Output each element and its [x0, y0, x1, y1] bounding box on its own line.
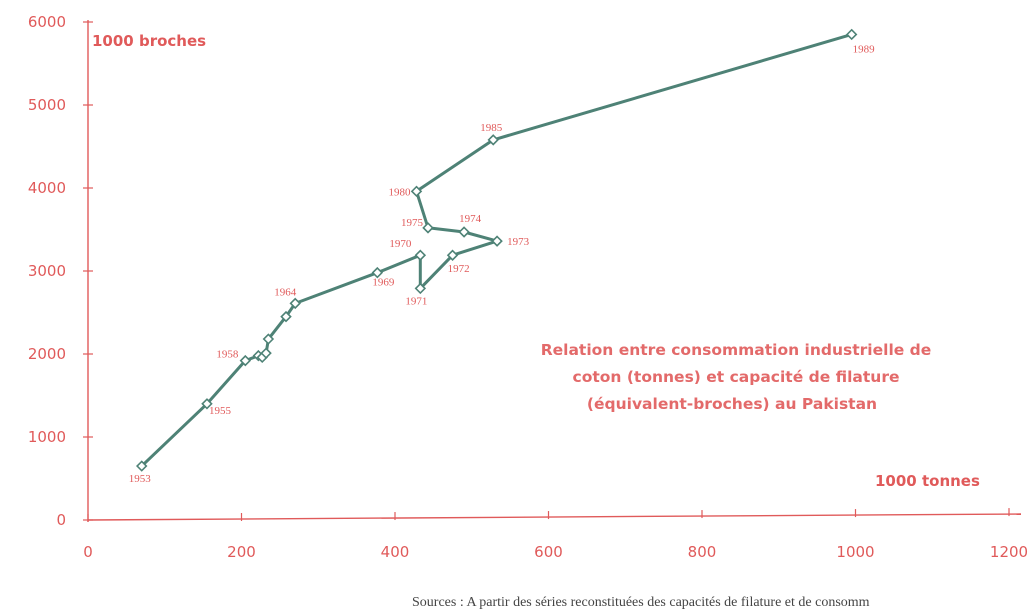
data-point: [487, 134, 499, 146]
y-tick-label: 5000: [28, 96, 66, 114]
chart-title-line-1: Relation entre consommation industrielle…: [541, 341, 932, 359]
data-label-1973: 1973: [507, 236, 530, 248]
y-tick-label: 3000: [28, 262, 66, 280]
ticks: 0 200 400 600 800 1000 1200 0 1000 2000 3000 4000 50…: [28, 13, 1028, 561]
x-tick-label: 200: [227, 543, 256, 561]
data-point: [280, 310, 292, 323]
data-label-1980: 1980: [388, 186, 411, 198]
x-tick-label: 800: [688, 543, 717, 561]
y-tick-label: 1000: [28, 428, 66, 446]
data-point: [135, 460, 148, 472]
chart-title-line-2: coton (tonnes) et capacité de filature: [573, 368, 900, 386]
chart-title-line-3: (équivalent-broches) au Pakistan: [587, 395, 877, 413]
data-label-1964: 1964: [274, 286, 297, 298]
series-cotton-spindles: 1953 1955 1958 1964 1969 1970 1971 1972 1973 1974…: [129, 28, 876, 485]
data-point: [262, 333, 275, 345]
data-point: [845, 28, 858, 41]
data-label-1985: 1985: [480, 122, 503, 134]
x-axis-title: 1000 tonnes: [875, 472, 980, 490]
x-axis-line: [87, 513, 1022, 521]
chart-title: Relation entre consommation industrielle…: [541, 341, 932, 413]
data-label-1974: 1974: [459, 213, 482, 225]
data-label-1971: 1971: [405, 295, 427, 307]
data-point: [201, 398, 213, 410]
data-label-1969: 1969: [372, 277, 395, 289]
data-label-1970: 1970: [389, 238, 412, 250]
data-point: [491, 235, 503, 247]
y-tick-label: 6000: [28, 13, 66, 31]
source-note: Sources : A partir des séries reconstitu…: [412, 595, 870, 610]
data-point: [414, 249, 427, 261]
y-axis-title: 1000 broches: [92, 32, 206, 50]
x-tick-label: 0: [83, 543, 93, 561]
y-tick-label: 0: [56, 511, 66, 529]
data-label-1955: 1955: [209, 405, 232, 417]
x-tick-label: 400: [381, 543, 410, 561]
data-label-1989: 1989: [853, 43, 876, 55]
data-point: [458, 226, 470, 238]
y-tick-label: 2000: [28, 345, 66, 363]
data-label-1958: 1958: [216, 349, 239, 361]
data-point: [410, 185, 423, 198]
data-point: [422, 222, 434, 234]
data-label-1953: 1953: [129, 473, 152, 485]
x-tick-label: 1200: [990, 543, 1028, 561]
data-label-1972: 1972: [448, 263, 470, 275]
data-point: [239, 354, 252, 367]
data-point: [289, 297, 301, 310]
y-tick-label: 4000: [28, 179, 66, 197]
data-label-1975: 1975: [401, 217, 424, 229]
data-point: [446, 249, 459, 261]
data-point: [414, 282, 427, 295]
data-point: [371, 266, 384, 279]
x-tick-label: 600: [534, 543, 563, 561]
axes: [87, 20, 1022, 522]
data-point: [260, 347, 272, 359]
x-tick-label: 1000: [836, 543, 874, 561]
